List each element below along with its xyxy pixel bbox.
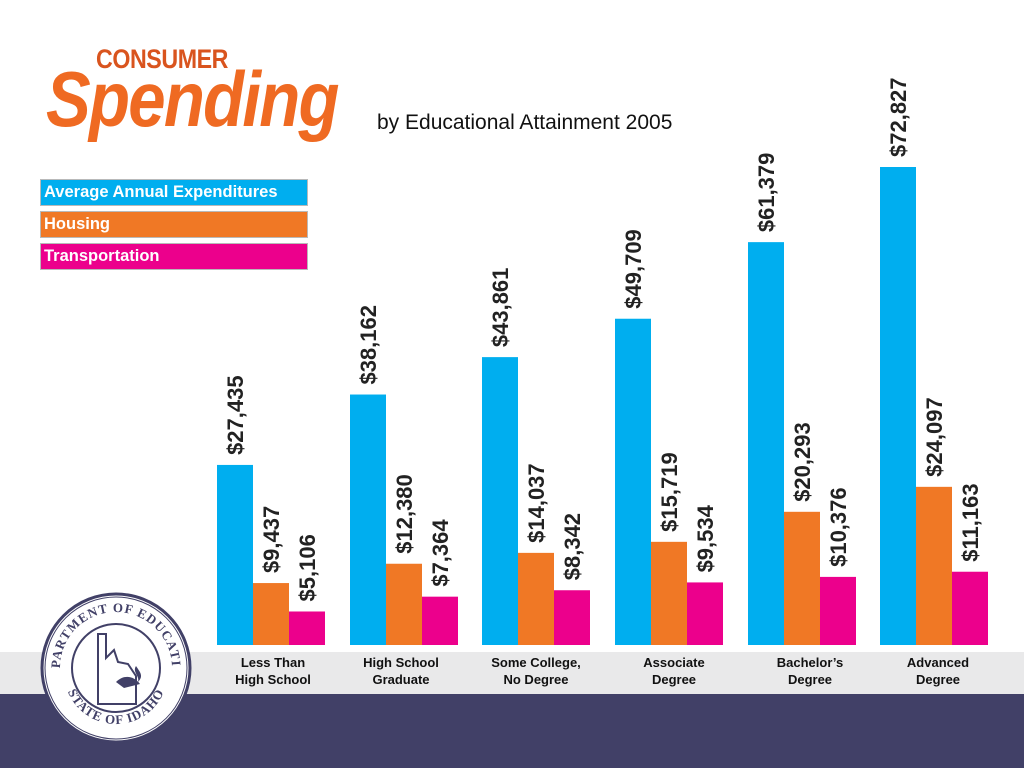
data-label-transportation-high-school-graduate: $7,364 [428, 519, 453, 587]
title-consumer: CONSUMER [96, 44, 229, 74]
bar-average-annual-expenditures-associate-degree [615, 318, 651, 645]
legend-item-transportation: Transportation [40, 243, 308, 270]
x-label-high-school-graduate: High School Graduate [363, 655, 439, 687]
bar-housing-advanced-degree [916, 486, 952, 645]
data-label-housing-some-college: $14,037 [524, 463, 549, 543]
data-label-housing-associate-degree: $15,719 [657, 452, 682, 532]
x-label-associate-degree: Associate Degree [643, 655, 705, 687]
data-label-transportation-advanced-degree: $11,163 [958, 483, 983, 561]
data-label-average-annual-expenditures-high-school-graduate: $38,162 [356, 305, 381, 385]
x-label-some-college: Some College, No Degree [491, 655, 581, 687]
bar-transportation-high-school-graduate [422, 596, 458, 645]
data-label-average-annual-expenditures-some-college: $43,861 [488, 268, 513, 348]
bar-housing-associate-degree [651, 541, 687, 645]
bar-housing-high-school-graduate [386, 563, 422, 645]
data-label-average-annual-expenditures-less-than-high-school: $27,435 [223, 375, 248, 455]
bar-transportation-advanced-degree [952, 571, 988, 645]
legend-item-housing: Housing [40, 211, 308, 238]
chart-subtitle: by Educational Attainment 2005 [377, 111, 673, 134]
x-label-bachelors-degree: Bachelor’s Degree [776, 655, 844, 687]
lamp-of-learning-icon [116, 676, 140, 688]
title-spending: Spending [46, 55, 340, 143]
data-label-housing-bachelors-degree: $20,293 [790, 422, 815, 502]
data-label-housing-high-school-graduate: $12,380 [392, 474, 417, 554]
data-label-transportation-less-than-high-school: $5,106 [295, 534, 320, 601]
bar-transportation-less-than-high-school [289, 611, 325, 645]
data-label-housing-less-than-high-school: $9,437 [259, 506, 284, 573]
data-label-average-annual-expenditures-advanced-degree: $72,827 [886, 77, 911, 157]
bar-average-annual-expenditures-bachelors-degree [748, 242, 784, 645]
data-label-housing-advanced-degree: $24,097 [922, 397, 947, 477]
data-label-transportation-bachelors-degree: $10,376 [826, 487, 851, 567]
legend-item-average-annual-expenditures: Average Annual Expenditures [40, 179, 308, 206]
bar-housing-bachelors-degree [784, 511, 820, 645]
data-label-average-annual-expenditures-bachelors-degree: $61,379 [754, 153, 779, 233]
bar-average-annual-expenditures-some-college [482, 357, 518, 645]
bar-average-annual-expenditures-advanced-degree [880, 167, 916, 645]
bar-transportation-some-college [554, 590, 590, 645]
bar-average-annual-expenditures-less-than-high-school [217, 464, 253, 645]
bar-housing-less-than-high-school [253, 583, 289, 645]
data-label-average-annual-expenditures-associate-degree: $49,709 [621, 229, 646, 309]
bar-average-annual-expenditures-high-school-graduate [350, 394, 386, 645]
data-label-transportation-associate-degree: $9,534 [693, 504, 718, 572]
bar-transportation-associate-degree [687, 582, 723, 645]
x-label-less-than-high-school: Less Than High School [235, 655, 311, 687]
bar-housing-some-college [518, 552, 554, 645]
bar-transportation-bachelors-degree [820, 576, 856, 645]
idaho-department-of-education-seal: DEPARTMENT OF EDUCATION STATE OF IDAHO [40, 592, 192, 744]
x-label-advanced-degree: Advanced Degree [906, 655, 970, 687]
data-label-transportation-some-college: $8,342 [560, 513, 585, 580]
lamp-flame-icon [134, 666, 142, 682]
